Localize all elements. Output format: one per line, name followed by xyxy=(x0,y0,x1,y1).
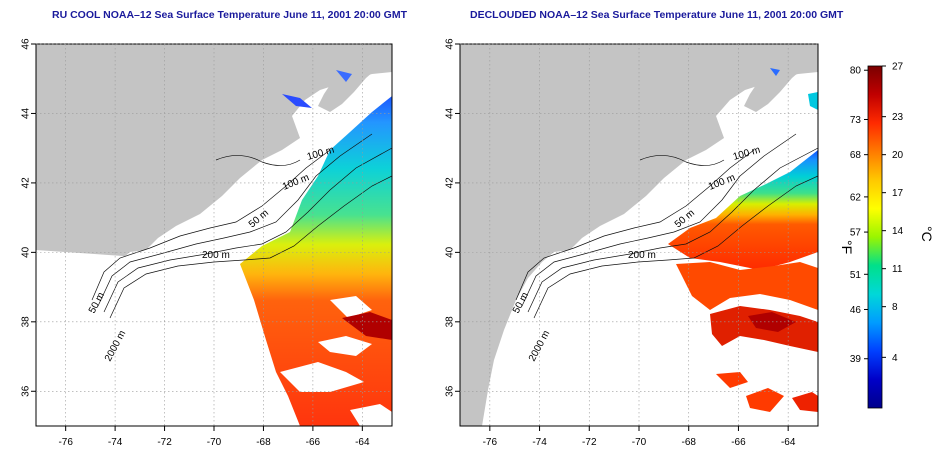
celsius-tick-label: 11 xyxy=(892,264,903,275)
right-axes: -76 -74 -72 -70 -68 -66 -64 46 44 42 40 38 36 xyxy=(445,38,796,448)
right-panel-title: DECLOUDED NOAA–12 Sea Surface Temperatur… xyxy=(470,9,844,21)
lat-tick-label: 46 xyxy=(21,38,32,50)
bathymetry-contours xyxy=(91,133,392,319)
celsius-tick-label: 20 xyxy=(892,150,904,161)
contour-label: 200 m xyxy=(628,250,656,261)
lon-tick-label: -68 xyxy=(681,437,696,448)
lat-tick-label: 40 xyxy=(21,246,32,258)
lat-tick-label: 42 xyxy=(21,177,32,189)
lat-tick-label: 36 xyxy=(21,385,32,397)
lon-tick-label: -66 xyxy=(731,437,746,448)
fahrenheit-tick-label: 51 xyxy=(850,270,862,281)
sst-patch xyxy=(808,92,818,110)
sst-patch xyxy=(746,388,784,412)
fahrenheit-tick-label: 80 xyxy=(850,66,862,77)
fahrenheit-tick-label: 73 xyxy=(850,115,862,126)
fahrenheit-tick-label: 46 xyxy=(850,305,862,316)
celsius-tick-label: 27 xyxy=(892,62,904,73)
swath-edge-mask xyxy=(36,250,290,426)
contour-label: 200 m xyxy=(202,250,230,261)
lon-tick-label: -70 xyxy=(632,437,647,448)
lat-tick-label: 44 xyxy=(445,107,456,119)
colorbar-celsius-ticks: 27 23 20 17 14 11 8 4 xyxy=(882,62,904,364)
sst-patch xyxy=(668,150,818,270)
colorbar-fahrenheit-ticks: 80 73 68 62 57 51 46 39 xyxy=(850,66,868,365)
lat-tick-label: 40 xyxy=(445,246,456,258)
fahrenheit-unit-label: °F xyxy=(839,240,855,254)
lat-tick-label: 38 xyxy=(445,316,456,328)
celsius-tick-label: 23 xyxy=(892,112,904,123)
lon-tick-label: -74 xyxy=(108,437,123,448)
lon-tick-label: -68 xyxy=(256,437,271,448)
sst-patch xyxy=(716,372,748,388)
left-graticule xyxy=(36,43,392,426)
lon-tick-label: -76 xyxy=(483,437,498,448)
lon-tick-label: -74 xyxy=(532,437,547,448)
lon-tick-label: -66 xyxy=(306,437,321,448)
lon-tick-label: -72 xyxy=(582,437,597,448)
celsius-tick-label: 17 xyxy=(892,188,904,199)
lat-tick-label: 44 xyxy=(21,107,32,119)
sst-patch xyxy=(792,392,818,412)
lon-tick-label: -64 xyxy=(781,437,796,448)
colorbar: 80 73 68 62 57 51 46 39 27 23 20 17 14 11 8 4 °F °C xyxy=(839,62,935,409)
lat-tick-label: 42 xyxy=(445,177,456,189)
colorbar-strip xyxy=(867,65,883,409)
left-panel-title: RU COOL NOAA–12 Sea Surface Temperature … xyxy=(52,9,408,21)
lon-tick-label: -76 xyxy=(58,437,73,448)
sst-patch xyxy=(770,68,780,76)
lon-tick-label: -72 xyxy=(157,437,172,448)
land-mass xyxy=(36,44,392,426)
lat-tick-label: 38 xyxy=(21,316,32,328)
celsius-tick-label: 8 xyxy=(892,302,898,313)
fahrenheit-tick-label: 39 xyxy=(850,354,862,365)
fahrenheit-tick-label: 57 xyxy=(850,228,862,239)
celsius-tick-label: 4 xyxy=(892,353,898,364)
bathymetry-contours xyxy=(515,133,818,319)
left-axes: -76 -74 -72 -70 -68 -66 -64 46 44 42 40 38 36 xyxy=(21,38,370,448)
lat-tick-label: 46 xyxy=(445,38,456,50)
land-mass xyxy=(460,44,818,426)
sst-patch xyxy=(676,262,818,310)
fahrenheit-tick-label: 68 xyxy=(850,150,862,161)
celsius-unit-label: °C xyxy=(919,226,935,242)
nova-scotia xyxy=(318,44,392,112)
nova-scotia xyxy=(744,44,818,112)
lon-tick-label: -64 xyxy=(355,437,370,448)
celsius-tick-label: 14 xyxy=(892,226,904,237)
lat-tick-label: 36 xyxy=(445,385,456,397)
fahrenheit-tick-label: 62 xyxy=(850,192,862,203)
lon-tick-label: -70 xyxy=(207,437,222,448)
